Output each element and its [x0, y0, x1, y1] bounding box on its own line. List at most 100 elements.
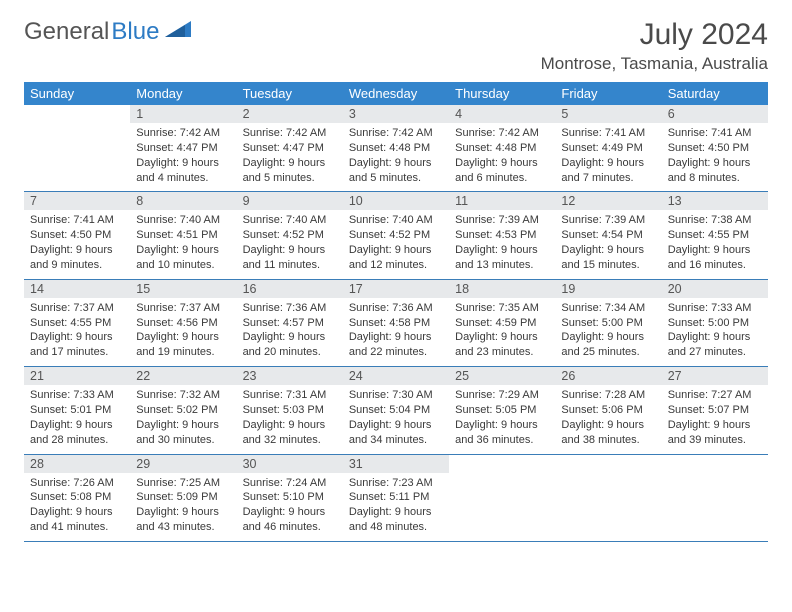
day-content: Sunrise: 7:42 AMSunset: 4:48 PMDaylight:… [449, 123, 555, 191]
day-line: Daylight: 9 hours [455, 330, 549, 345]
day-number: 18 [449, 280, 555, 298]
day-line: Sunset: 4:53 PM [455, 228, 549, 243]
day-content: Sunrise: 7:42 AMSunset: 4:47 PMDaylight:… [237, 123, 343, 191]
day-line: and 32 minutes. [243, 433, 337, 448]
day-number: 31 [343, 455, 449, 473]
calendar-day-cell: 17Sunrise: 7:36 AMSunset: 4:58 PMDayligh… [343, 279, 449, 366]
day-line: Sunrise: 7:41 AM [668, 126, 762, 141]
day-line: Sunrise: 7:36 AM [349, 301, 443, 316]
day-line: Sunrise: 7:24 AM [243, 476, 337, 491]
day-line: Daylight: 9 hours [136, 418, 230, 433]
calendar-day-cell: 27Sunrise: 7:27 AMSunset: 5:07 PMDayligh… [662, 367, 768, 454]
day-line: Sunrise: 7:27 AM [668, 388, 762, 403]
day-content: Sunrise: 7:24 AMSunset: 5:10 PMDaylight:… [237, 473, 343, 541]
day-line: and 36 minutes. [455, 433, 549, 448]
day-line: Sunset: 4:58 PM [349, 316, 443, 331]
day-number: 20 [662, 280, 768, 298]
day-line: and 5 minutes. [349, 171, 443, 186]
day-line: and 46 minutes. [243, 520, 337, 535]
day-line: Sunrise: 7:26 AM [30, 476, 124, 491]
day-number: 19 [555, 280, 661, 298]
day-line: Daylight: 9 hours [349, 418, 443, 433]
day-line: and 13 minutes. [455, 258, 549, 273]
day-line: and 20 minutes. [243, 345, 337, 360]
calendar-day-cell: 20Sunrise: 7:33 AMSunset: 5:00 PMDayligh… [662, 279, 768, 366]
day-number: 23 [237, 367, 343, 385]
calendar-day-cell [662, 454, 768, 541]
day-line: Sunset: 4:50 PM [668, 141, 762, 156]
day-line: and 39 minutes. [668, 433, 762, 448]
day-line: Sunrise: 7:40 AM [243, 213, 337, 228]
day-line: Sunset: 4:47 PM [136, 141, 230, 156]
day-line: Sunrise: 7:23 AM [349, 476, 443, 491]
day-line: Sunrise: 7:36 AM [243, 301, 337, 316]
day-content: Sunrise: 7:34 AMSunset: 5:00 PMDaylight:… [555, 298, 661, 366]
calendar-day-cell: 30Sunrise: 7:24 AMSunset: 5:10 PMDayligh… [237, 454, 343, 541]
day-content: Sunrise: 7:37 AMSunset: 4:55 PMDaylight:… [24, 298, 130, 366]
day-line: Sunset: 5:08 PM [30, 490, 124, 505]
day-line: Daylight: 9 hours [561, 243, 655, 258]
day-content: Sunrise: 7:33 AMSunset: 5:01 PMDaylight:… [24, 385, 130, 453]
day-content: Sunrise: 7:41 AMSunset: 4:49 PMDaylight:… [555, 123, 661, 191]
day-number: 3 [343, 105, 449, 123]
day-content: Sunrise: 7:31 AMSunset: 5:03 PMDaylight:… [237, 385, 343, 453]
day-line: and 38 minutes. [561, 433, 655, 448]
day-number [24, 105, 130, 123]
day-line: Sunset: 5:01 PM [30, 403, 124, 418]
day-content: Sunrise: 7:36 AMSunset: 4:58 PMDaylight:… [343, 298, 449, 366]
day-number: 15 [130, 280, 236, 298]
day-line: Daylight: 9 hours [243, 505, 337, 520]
day-line: Sunrise: 7:38 AM [668, 213, 762, 228]
day-number: 7 [24, 192, 130, 210]
day-line: Sunset: 4:57 PM [243, 316, 337, 331]
day-line: Sunset: 4:48 PM [455, 141, 549, 156]
day-line: Sunset: 5:11 PM [349, 490, 443, 505]
day-line: Daylight: 9 hours [349, 243, 443, 258]
day-line: Sunset: 4:52 PM [349, 228, 443, 243]
day-line: Sunrise: 7:32 AM [136, 388, 230, 403]
day-number [555, 455, 661, 473]
day-number: 16 [237, 280, 343, 298]
weekday-header: Wednesday [343, 82, 449, 105]
day-line: Sunrise: 7:25 AM [136, 476, 230, 491]
calendar-day-cell: 13Sunrise: 7:38 AMSunset: 4:55 PMDayligh… [662, 192, 768, 279]
day-number: 8 [130, 192, 236, 210]
calendar-day-cell: 24Sunrise: 7:30 AMSunset: 5:04 PMDayligh… [343, 367, 449, 454]
day-line: Sunset: 5:00 PM [561, 316, 655, 331]
day-content: Sunrise: 7:25 AMSunset: 5:09 PMDaylight:… [130, 473, 236, 541]
calendar-day-cell: 9Sunrise: 7:40 AMSunset: 4:52 PMDaylight… [237, 192, 343, 279]
day-line: Daylight: 9 hours [455, 243, 549, 258]
weekday-header: Sunday [24, 82, 130, 105]
day-line: Sunset: 5:00 PM [668, 316, 762, 331]
day-line: Sunrise: 7:42 AM [243, 126, 337, 141]
day-line: Daylight: 9 hours [30, 418, 124, 433]
page-header: GeneralBlue July 2024 Montrose, Tasmania… [24, 18, 768, 74]
day-line: and 15 minutes. [561, 258, 655, 273]
day-content: Sunrise: 7:36 AMSunset: 4:57 PMDaylight:… [237, 298, 343, 366]
day-line: Sunrise: 7:37 AM [136, 301, 230, 316]
calendar-day-cell: 19Sunrise: 7:34 AMSunset: 5:00 PMDayligh… [555, 279, 661, 366]
calendar-day-cell: 3Sunrise: 7:42 AMSunset: 4:48 PMDaylight… [343, 105, 449, 192]
day-line: Sunrise: 7:40 AM [349, 213, 443, 228]
weekday-header: Friday [555, 82, 661, 105]
day-content: Sunrise: 7:38 AMSunset: 4:55 PMDaylight:… [662, 210, 768, 278]
day-number: 13 [662, 192, 768, 210]
location-subtitle: Montrose, Tasmania, Australia [541, 54, 768, 74]
day-line: Sunset: 4:51 PM [136, 228, 230, 243]
day-number: 17 [343, 280, 449, 298]
day-line: Daylight: 9 hours [30, 243, 124, 258]
day-number: 27 [662, 367, 768, 385]
day-line: and 5 minutes. [243, 171, 337, 186]
day-line: Sunset: 5:02 PM [136, 403, 230, 418]
day-line: Sunset: 5:09 PM [136, 490, 230, 505]
day-number: 29 [130, 455, 236, 473]
day-content: Sunrise: 7:26 AMSunset: 5:08 PMDaylight:… [24, 473, 130, 541]
day-line: Daylight: 9 hours [243, 330, 337, 345]
day-line: Sunrise: 7:39 AM [455, 213, 549, 228]
calendar-week-row: 28Sunrise: 7:26 AMSunset: 5:08 PMDayligh… [24, 454, 768, 541]
day-line: Daylight: 9 hours [243, 243, 337, 258]
day-line: Sunrise: 7:34 AM [561, 301, 655, 316]
day-content: Sunrise: 7:28 AMSunset: 5:06 PMDaylight:… [555, 385, 661, 453]
day-content: Sunrise: 7:39 AMSunset: 4:53 PMDaylight:… [449, 210, 555, 278]
logo-word1: General [24, 18, 109, 46]
